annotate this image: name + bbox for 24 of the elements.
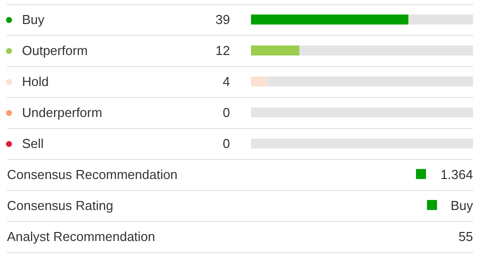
bar	[251, 76, 268, 86]
bar	[267, 76, 473, 86]
text: 1.364	[440, 166, 473, 184]
data-label: 4	[222, 74, 230, 89]
data-label: 0	[222, 136, 230, 151]
text: Buy	[450, 197, 473, 215]
bar	[251, 108, 473, 118]
text: Consensus Rating	[7, 197, 114, 215]
data-label: 12	[216, 43, 230, 58]
data-label: 0	[222, 105, 230, 120]
y-tick-label: Buy	[22, 12, 45, 27]
bar	[299, 46, 473, 56]
y-tick-label: Outperform	[22, 43, 88, 58]
y-tick-label: Sell	[22, 136, 44, 151]
text: 55	[458, 228, 473, 246]
bar	[251, 138, 473, 148]
text: Consensus Recommendation	[7, 166, 178, 184]
y-tick-label: Hold	[22, 74, 49, 89]
bar	[251, 14, 408, 24]
bar	[251, 46, 300, 56]
bar	[408, 14, 473, 24]
data-label: 39	[216, 12, 230, 27]
text: Analyst Recommendation	[7, 228, 156, 246]
y-tick-label: Underperform	[22, 105, 102, 120]
